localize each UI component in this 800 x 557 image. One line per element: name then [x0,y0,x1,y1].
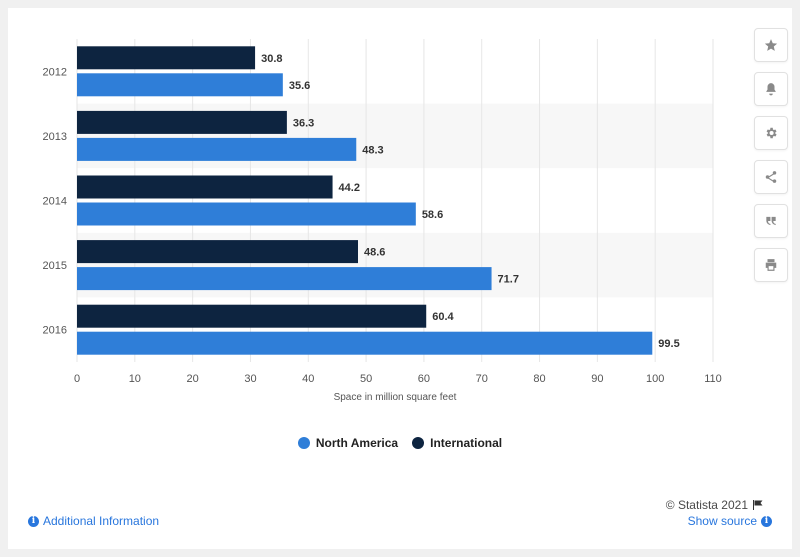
credit-text: © Statista 2021 [665,498,748,512]
y-tick-label: 2015 [43,260,67,272]
data-label: 48.6 [364,247,385,259]
y-tick-label: 2012 [43,66,67,78]
x-tick-label: 80 [533,373,545,385]
additional-information-link[interactable]: i Additional Information [28,514,159,528]
bar-north-america[interactable] [77,267,492,291]
x-axis-title: Space in million square feet [334,392,457,403]
info-icon: i [761,515,772,527]
bar-north-america[interactable] [77,73,283,97]
x-tick-label: 50 [360,373,372,385]
additional-information-label: Additional Information [43,514,160,528]
bar-international[interactable] [77,110,287,134]
show-source-label: Show source [687,514,757,528]
bar-north-america[interactable] [77,137,357,161]
print-button[interactable] [754,248,788,282]
side-toolbar [754,28,788,292]
print-icon [765,259,777,271]
share-button[interactable] [754,160,788,194]
data-label: 99.5 [658,338,679,350]
cite-button[interactable] [754,204,788,238]
x-tick-label: 100 [646,373,664,385]
statista-credit: © Statista 2021 [666,498,764,512]
x-tick-label: 40 [302,373,314,385]
data-label: 58.6 [422,209,443,221]
x-tick-label: 30 [244,373,256,385]
legend: North America International [8,436,792,450]
legend-label-international: International [430,436,503,450]
show-source-link[interactable]: Show source i [688,514,772,528]
x-tick-label: 90 [591,373,603,385]
flag-icon [753,500,763,510]
data-label: 30.8 [261,53,282,65]
legend-swatch-north-america [297,437,310,449]
bar-international[interactable] [77,304,427,328]
legend-label-north-america: North America [315,436,399,450]
bell-icon [766,83,776,96]
x-tick-label: 110 [704,373,722,385]
notification-button[interactable] [754,72,788,106]
star-icon [764,39,778,51]
y-tick-label: 2016 [43,325,67,337]
data-label: 35.6 [289,80,310,92]
data-label: 48.3 [362,144,383,156]
x-tick-label: 70 [476,373,488,385]
bar-north-america[interactable] [77,202,416,226]
info-icon: i [28,515,39,527]
legend-swatch-international [412,437,425,449]
bar-international[interactable] [77,46,256,70]
data-label: 44.2 [339,182,360,194]
y-tick-label: 2014 [43,196,67,208]
quote-icon [766,216,776,226]
x-tick-label: 20 [187,373,199,385]
y-tick-label: 2013 [43,131,67,143]
share-icon [765,171,777,183]
settings-button[interactable] [754,116,788,150]
data-label: 71.7 [498,274,519,286]
chart-card: 0 10 20 30 40 50 60 70 80 90 100 110 Space in millio… [8,8,792,549]
gear-icon [766,127,777,139]
legend-item-north-america[interactable]: North America [297,436,399,450]
bar-international[interactable] [77,175,333,199]
favorite-button[interactable] [754,28,788,62]
x-tick-label: 10 [129,373,141,385]
legend-item-international[interactable]: International [412,436,502,450]
data-label: 60.4 [432,311,454,323]
bar-chart: 0 10 20 30 40 50 60 70 80 90 100 110 Space in millio… [43,39,722,403]
x-tick-label: 0 [74,373,80,385]
data-label: 36.3 [293,117,314,129]
bar-international[interactable] [77,240,358,264]
x-tick-label: 60 [418,373,430,385]
bar-north-america[interactable] [77,331,653,355]
